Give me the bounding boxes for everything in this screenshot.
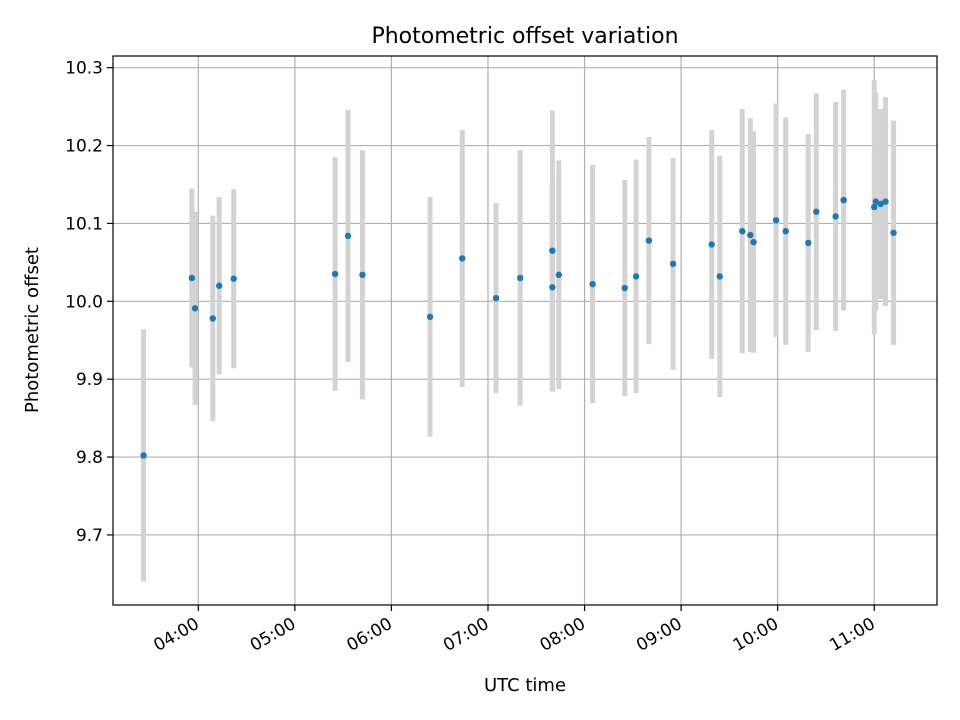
- data-point: [191, 305, 199, 312]
- data-point: [782, 228, 789, 235]
- data-point: [344, 232, 352, 240]
- data-point: [669, 260, 677, 268]
- data-point: [877, 200, 884, 208]
- data-point: [555, 271, 562, 279]
- data-point: [621, 284, 628, 292]
- data-point: [492, 294, 500, 302]
- data-point: [871, 203, 878, 211]
- y-tick-label: 10.0: [65, 292, 103, 312]
- data-point: [426, 313, 434, 321]
- y-tick-label: 10.3: [65, 59, 103, 79]
- data-point: [747, 231, 754, 239]
- chart-title: Photometric offset variation: [371, 24, 678, 49]
- data-point: [739, 228, 746, 235]
- y-tick-label: 10.2: [65, 137, 103, 157]
- plot-frame: [112, 55, 938, 606]
- data-point: [549, 247, 556, 254]
- data-point: [516, 274, 524, 282]
- data-point: [750, 238, 757, 246]
- data-point: [216, 282, 223, 289]
- data-points: [140, 196, 897, 459]
- y-axis-label: Photometric offset: [22, 247, 43, 413]
- y-tick-label: 9.9: [76, 370, 103, 390]
- data-point: [805, 239, 812, 247]
- y-tick-label: 9.8: [76, 448, 103, 468]
- data-point: [549, 284, 556, 291]
- data-point: [832, 213, 839, 220]
- y-tick-label: 10.1: [65, 214, 103, 234]
- data-point: [716, 273, 723, 280]
- data-point: [890, 229, 897, 236]
- x-axis-label: UTC time: [484, 675, 566, 696]
- data-point: [708, 241, 715, 248]
- data-point: [188, 274, 196, 282]
- data-point: [632, 273, 640, 280]
- data-point: [589, 280, 596, 288]
- y-tick-label: 9.7: [76, 526, 103, 546]
- data-point: [872, 198, 880, 205]
- data-point: [209, 315, 216, 322]
- data-point: [140, 452, 147, 459]
- data-point: [882, 198, 889, 205]
- data-point: [772, 217, 780, 224]
- data-point: [813, 208, 820, 215]
- data-point: [645, 237, 653, 244]
- data-point: [230, 275, 237, 282]
- data-point: [359, 271, 366, 279]
- y-axis: 9.7 9.8 9.9 10.0 10.1 10.2 10.3: [65, 59, 113, 546]
- data-point: [331, 270, 339, 278]
- data-point: [840, 196, 847, 204]
- data-point: [459, 255, 466, 262]
